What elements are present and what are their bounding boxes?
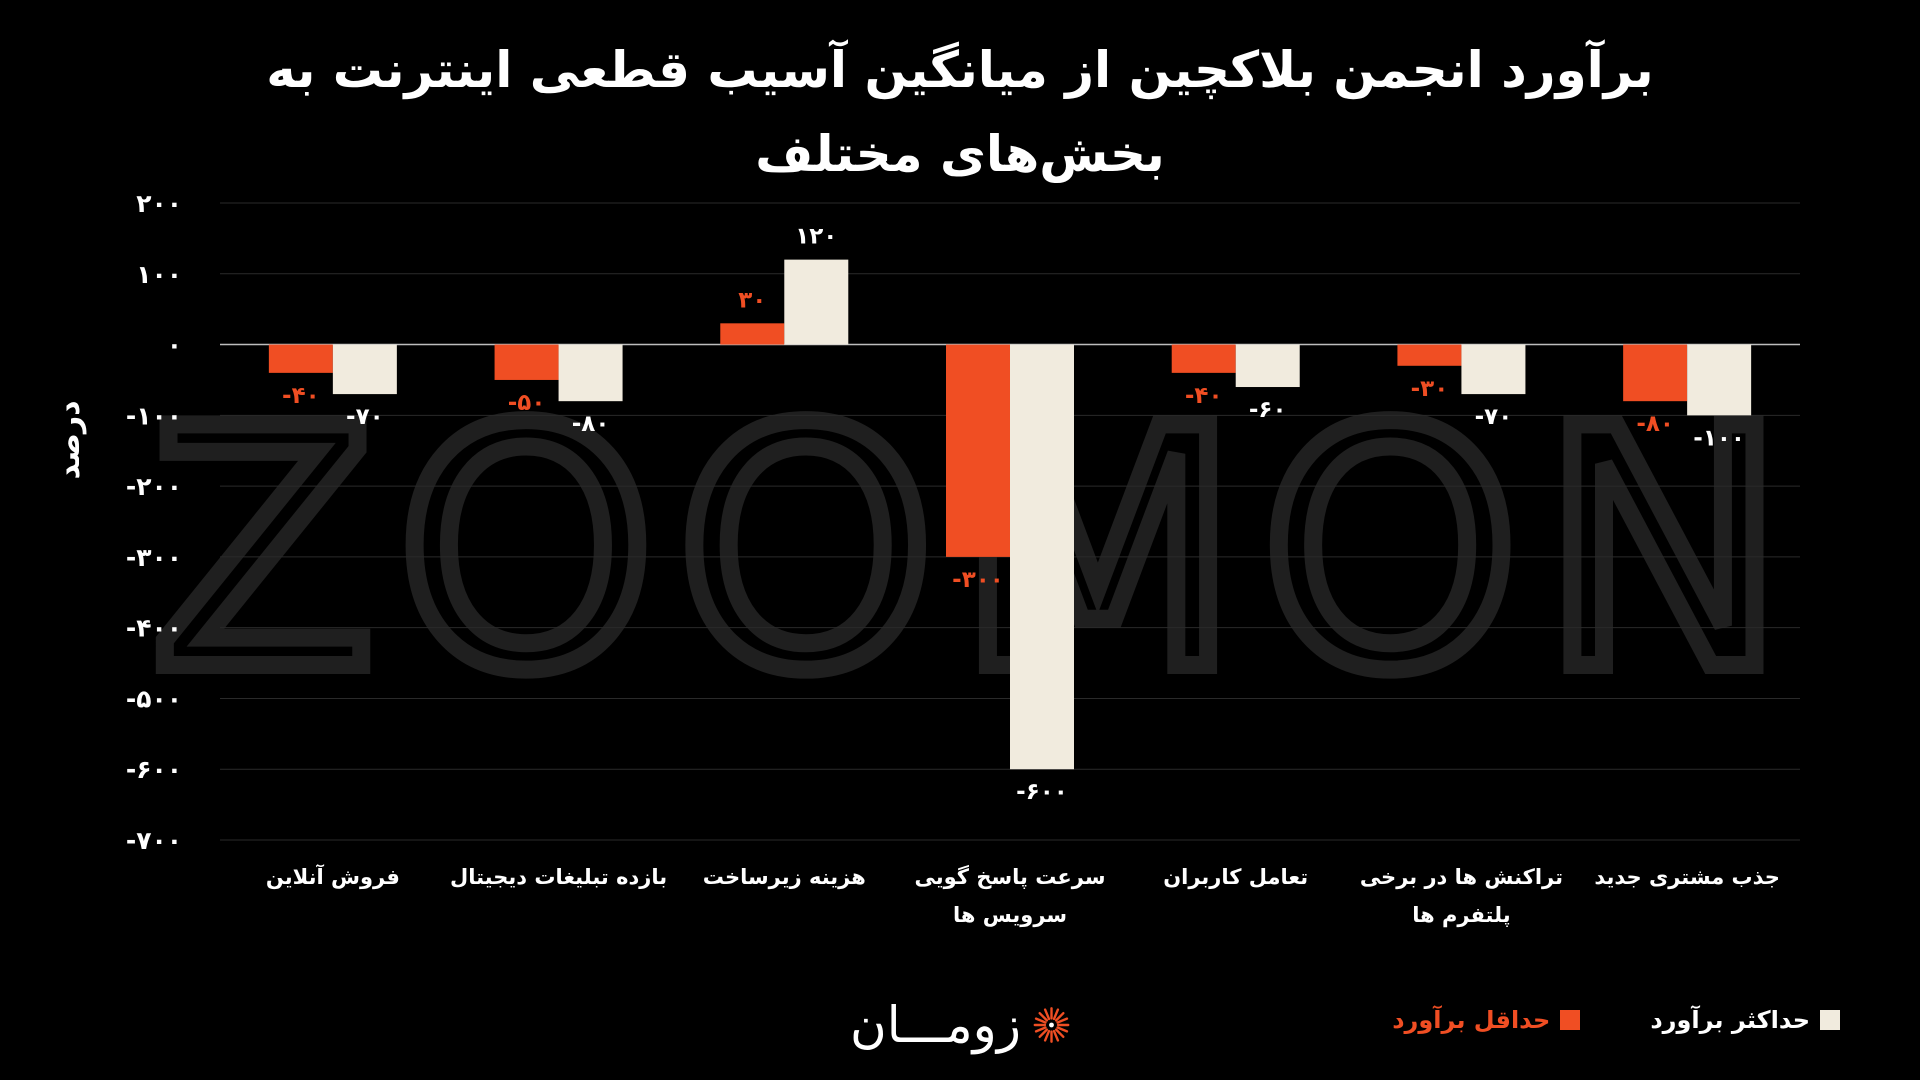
bar-max-estimate [1235,344,1300,388]
value-label-min: -۴۰ [1185,383,1223,409]
bar-max-estimate [1461,344,1526,395]
bar-min-estimate [1623,344,1688,402]
legend-label-min: حداقل برآورد [1392,1006,1551,1034]
category-labels: فروش آنلاین بازده تبلیغات دیجیتال هزینه زی… [266,864,1780,927]
value-label-max: ۱۲۰ [795,224,837,250]
bar-max-estimate [558,344,623,402]
logo-ray [1052,1029,1060,1042]
legend-item-max: حداکثر برآورد [1650,1006,1840,1034]
y-tick-label: -۵۰۰ [126,684,182,713]
category-label: فروش آنلاین [266,864,400,889]
sunburst-logo-icon [1033,1007,1070,1043]
legend: حداکثر برآورد حداقل برآورد [1380,1002,1840,1038]
legend-swatch-max [1820,1010,1840,1030]
value-label-min: -۵۰ [508,390,546,416]
value-label-min: -۳۰۰ [952,567,1004,593]
y-tick-label: -۲۰۰ [126,472,182,501]
bar-min-estimate [1397,344,1462,366]
category-label: سرویس ها [953,903,1067,927]
y-tick-label: -۶۰۰ [126,755,182,784]
bar-min-estimate [494,344,559,380]
bar-min-estimate [1171,344,1236,373]
logo-ray [1034,1026,1047,1033]
category-label: جذب مشتری جدید [1594,865,1780,889]
logo-ray [1056,1017,1069,1024]
value-labels: -۴۰ -۷۰ -۵۰ -۸۰ ۳۰ ۱۲۰ -۳۰۰ -۶۰۰ -۴۰ -۶۰ -۳۰ -۷۰ -۸۰… [282,224,1745,806]
logo-ray [1052,1008,1060,1021]
value-label-min: -۴۰ [282,383,320,409]
bar-min-estimate [720,323,785,345]
bars [268,259,1752,770]
bar-min-estimate [946,344,1010,557]
logo-ray [1043,1029,1051,1042]
bar-max-estimate [784,259,849,345]
y-tick-label: ۱۰۰ [136,260,182,289]
y-tick-label: -۴۰۰ [126,614,182,643]
value-label-min: ۳۰ [738,287,766,313]
value-label-max: -۶۰ [1249,397,1287,423]
logo-ray [1034,1017,1047,1024]
logo-ray [1054,1028,1065,1039]
y-tick-label: ۰ [167,331,182,360]
value-label-max: -۷۰ [1475,404,1513,430]
value-label-max: -۷۰ [346,404,384,430]
chart-title: برآورد انجمن بلاکچین از میانگین آسیب قطع… [0,28,1920,196]
logo-ray [1043,1008,1051,1021]
chart-title-line-2: بخش‌های مختلف [755,125,1165,183]
y-tick-label: ۲۰۰ [136,189,182,218]
category-label: پلتفرم ها [1412,903,1510,927]
logo-ray [1056,1026,1069,1033]
logo-ray [1038,1028,1049,1039]
chart-title-line-1: برآورد انجمن بلاکچین از میانگین آسیب قطع… [266,41,1654,99]
category-label: هزینه زیرساخت [703,865,866,889]
bar-min-estimate [268,344,333,373]
value-label-max: -۱۰۰ [1693,425,1745,451]
y-tick-label: -۳۰۰ [126,543,182,572]
brand-logo: زومـــان [850,990,1070,1060]
logo-ray [1054,1011,1065,1022]
bar-max-estimate [1687,344,1752,416]
category-label: تراکنش ها در برخی [1360,865,1563,889]
value-label-max: -۸۰ [572,411,610,437]
brand-name: زومـــان [850,996,1021,1054]
legend-swatch-min [1560,1010,1581,1030]
value-label-max: -۶۰۰ [1016,779,1068,805]
category-label: سرعت پاسخ گویی [915,864,1106,889]
legend-label-max: حداکثر برآورد [1650,1006,1810,1034]
value-label-min: -۳۰ [1411,376,1449,402]
y-tick-label: -۱۰۰ [126,401,182,430]
category-label: بازده تبلیغات دیجیتال [450,865,667,889]
logo-ray [1038,1011,1049,1022]
value-label-min: -۸۰ [1636,411,1674,437]
y-tick-label: -۷۰۰ [126,826,182,855]
logo-center [1049,1022,1054,1028]
category-label: تعامل کاربران [1163,865,1308,889]
bar-max-estimate [332,344,397,395]
bar-max-estimate [1010,344,1074,770]
legend-item-min: حداقل برآورد [1392,1006,1581,1034]
